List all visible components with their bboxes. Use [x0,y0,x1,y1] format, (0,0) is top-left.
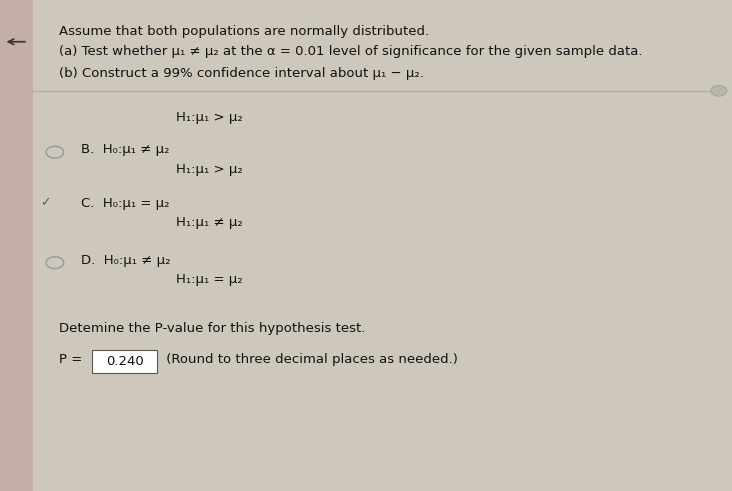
Text: (Round to three decimal places as needed.): (Round to three decimal places as needed… [162,353,458,366]
Text: H₁:μ₁ = μ₂: H₁:μ₁ = μ₂ [176,273,242,286]
Text: Assume that both populations are normally distributed.: Assume that both populations are normall… [59,26,429,38]
Text: ✓: ✓ [40,196,51,209]
Text: D.  H₀:μ₁ ≠ μ₂: D. H₀:μ₁ ≠ μ₂ [81,254,170,267]
Text: (b) Construct a 99% confidence interval about μ₁ − μ₂.: (b) Construct a 99% confidence interval … [59,67,423,80]
FancyBboxPatch shape [92,350,157,373]
Text: 0.240: 0.240 [106,355,143,368]
Text: H₁:μ₁ > μ₂: H₁:μ₁ > μ₂ [176,111,242,124]
Text: H₁:μ₁ ≠ μ₂: H₁:μ₁ ≠ μ₂ [176,216,242,229]
Text: P =: P = [59,353,86,366]
Text: H₁:μ₁ > μ₂: H₁:μ₁ > μ₂ [176,163,242,176]
Text: Detemine the P-value for this hypothesis test.: Detemine the P-value for this hypothesis… [59,323,365,335]
Circle shape [711,85,727,96]
Text: C.  H₀:μ₁ = μ₂: C. H₀:μ₁ = μ₂ [81,197,169,210]
Text: (a) Test whether μ₁ ≠ μ₂ at the α = 0.01 level of significance for the given sam: (a) Test whether μ₁ ≠ μ₂ at the α = 0.01… [59,45,642,58]
Text: B.  H₀:μ₁ ≠ μ₂: B. H₀:μ₁ ≠ μ₂ [81,143,169,156]
Bar [0,0,33,491]
